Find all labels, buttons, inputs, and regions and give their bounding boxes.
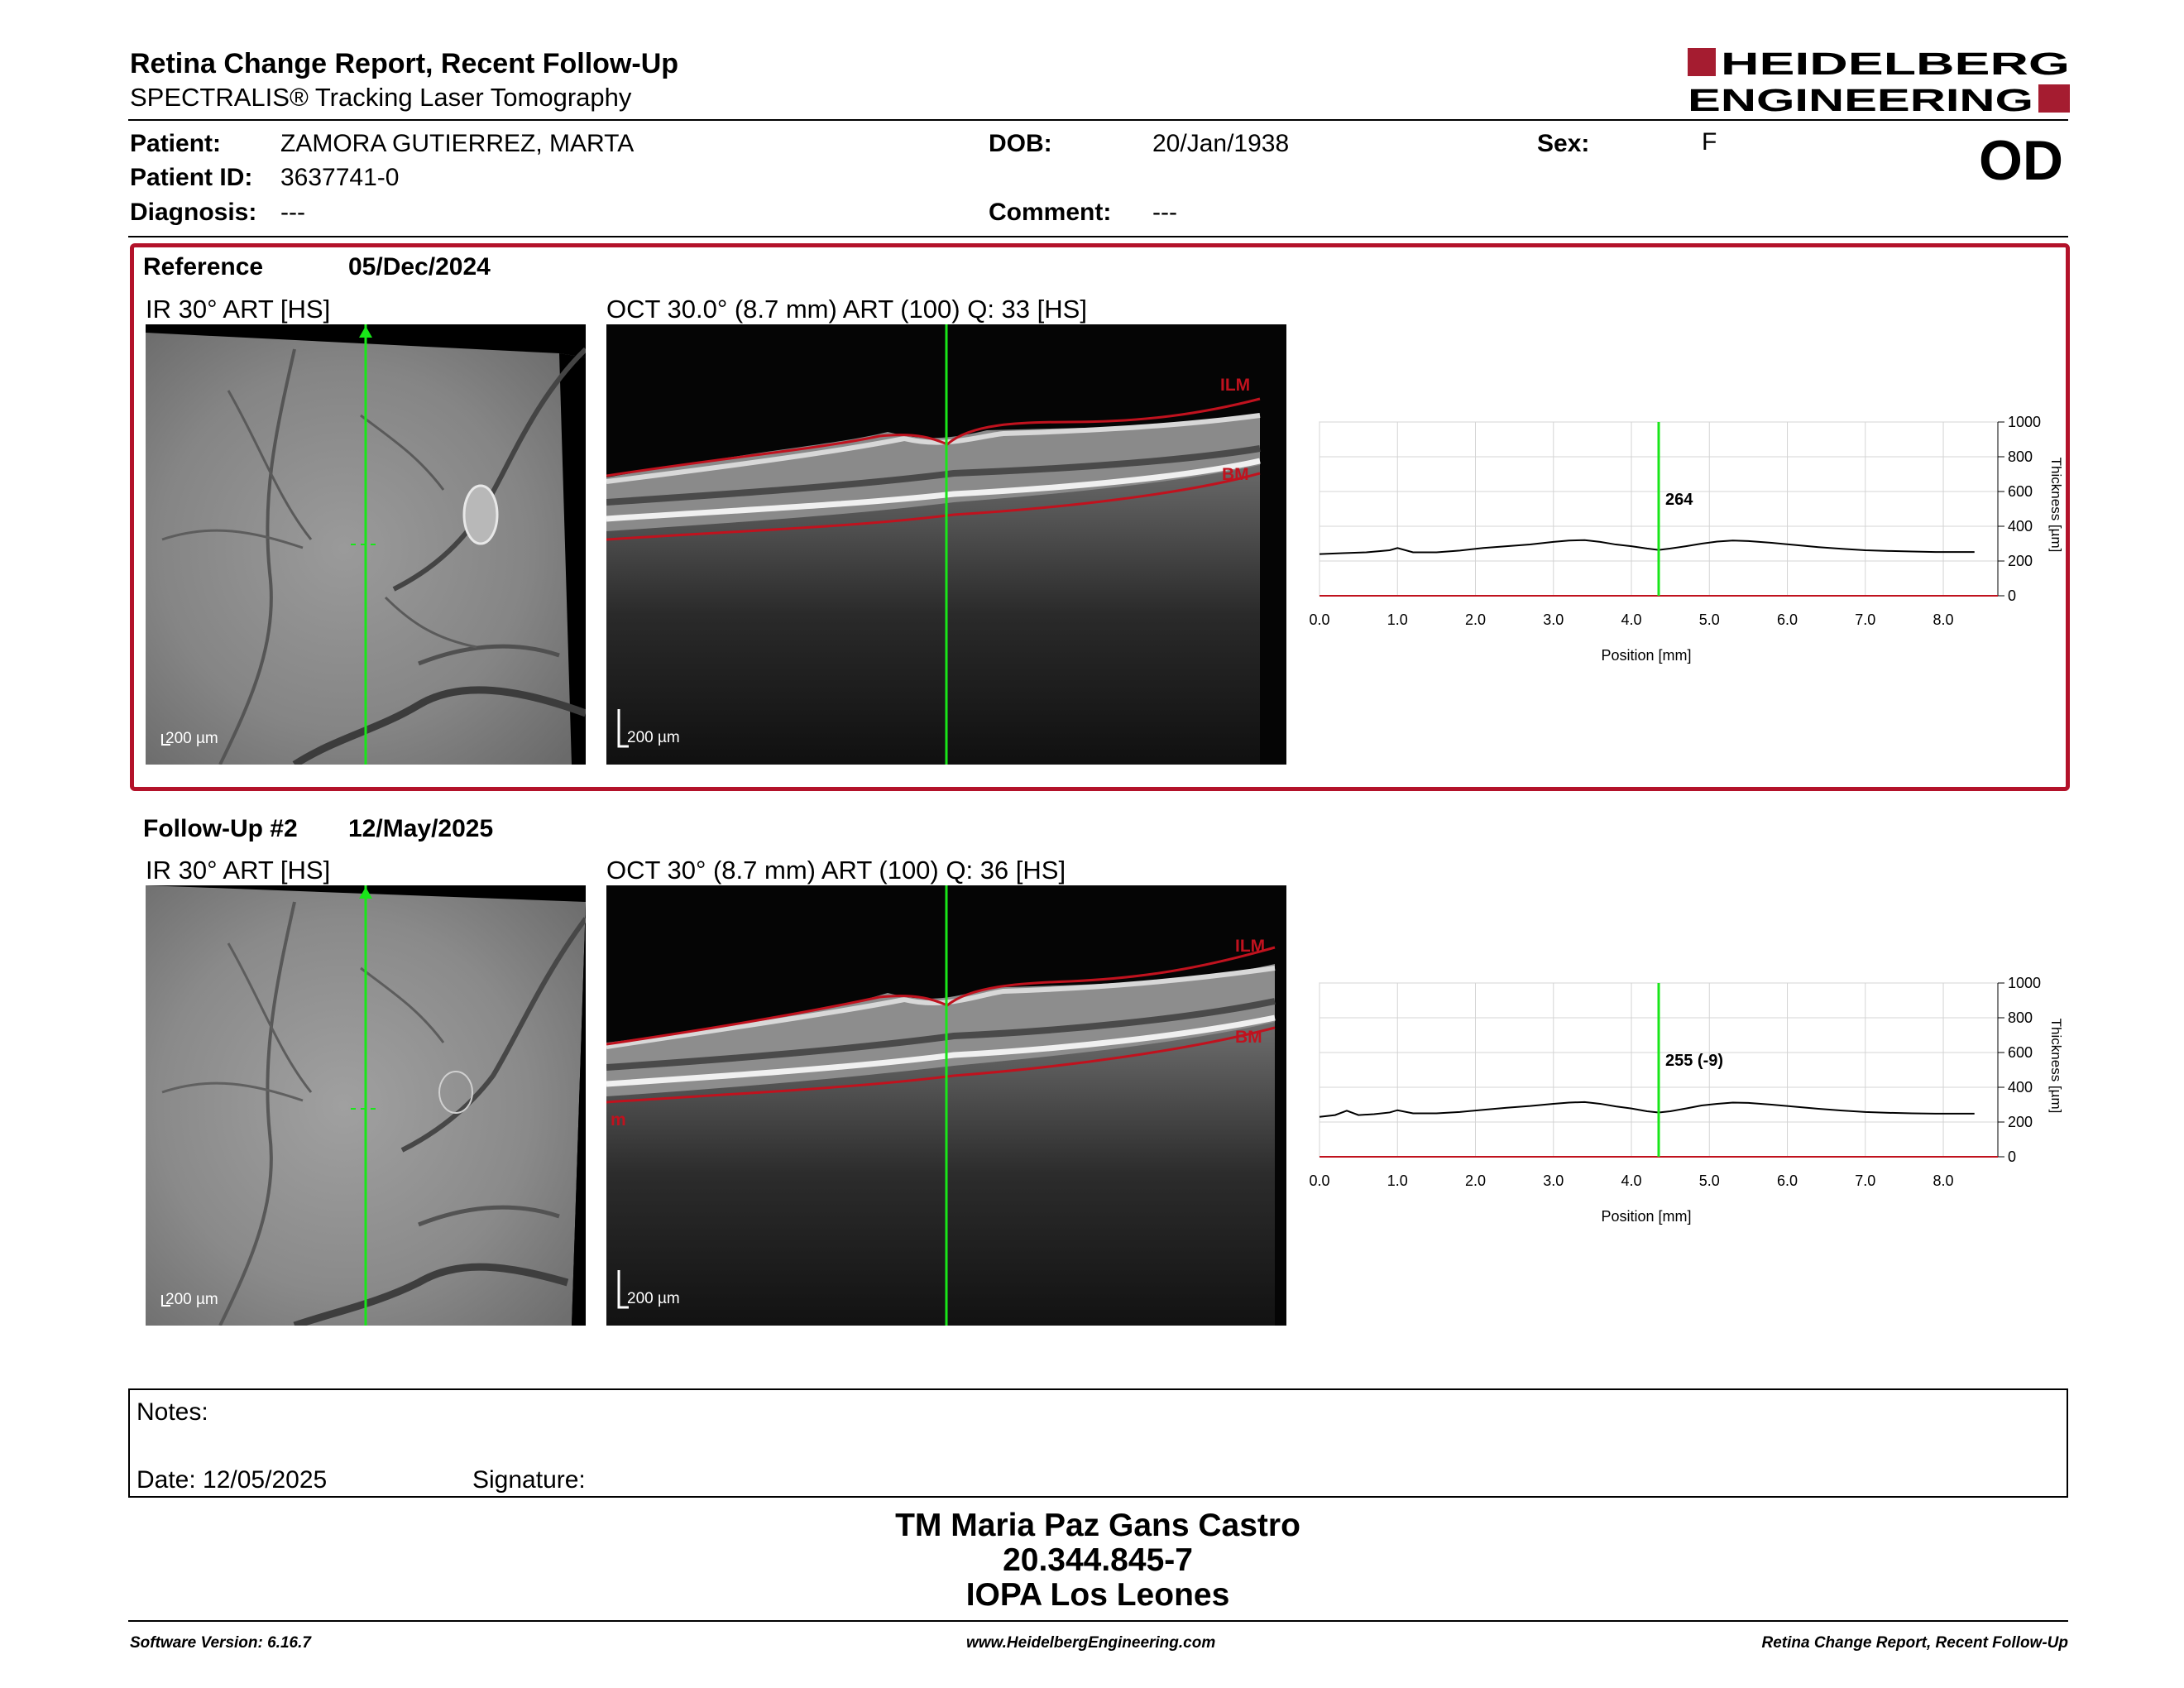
signer-org: IOPA Los Leones: [965, 1577, 1230, 1613]
reference-chart-ytick: 0: [2008, 587, 2016, 604]
reference-chart-ytick: 400: [2008, 518, 2033, 535]
reference-chart-xtick: 3.0: [1543, 611, 1564, 628]
followup-oct-image: ILM BM m 200 µm: [606, 885, 1286, 1326]
report-subtitle: SPECTRALIS® Tracking Laser Tomography: [130, 83, 632, 112]
reference-thickness-chart: 264 0.0 1.0 2.0 3.0 4.0 5.0 6.0 7.0 8.0 0 200 400 60…: [1309, 414, 2064, 664]
followup-chart-xtick: 8.0: [1933, 1172, 1954, 1189]
notes-box[interactable]: [128, 1388, 2068, 1498]
followup-chart-ytick: 400: [2008, 1079, 2033, 1096]
reference-chart-xtick: 6.0: [1777, 611, 1798, 628]
reference-oct-image: ILM BM 200 µm: [606, 324, 1286, 765]
comment-value: ---: [1152, 199, 1177, 226]
comment-label: Comment:: [989, 199, 1112, 226]
logo-line2: ENGINEERING: [1688, 84, 2033, 116]
reference-label: Reference: [143, 253, 264, 281]
logo-line1: HEIDELBERG: [1721, 47, 2070, 82]
diagnosis-label: Diagnosis:: [130, 199, 257, 226]
diagnosis-value: ---: [280, 199, 305, 226]
sex-label: Sex:: [1537, 130, 1590, 157]
reference-chart-xtick: 1.0: [1387, 611, 1408, 628]
followup-chart-xtick: 4.0: [1621, 1172, 1641, 1189]
reference-chart-xtick: 0.0: [1309, 611, 1329, 628]
followup-chart-xtick: 6.0: [1777, 1172, 1798, 1189]
followup-thickness-chart: 255 (-9) 0.0 1.0 2.0 3.0 4.0 5.0 6.0 7.0 8.0 0 200…: [1309, 975, 2064, 1225]
header-rule: [128, 119, 2068, 121]
reference-ilm-label: ILM: [1220, 376, 1250, 395]
website-link[interactable]: www.HeidelbergEngineering.com: [966, 1634, 1216, 1652]
signer-id: 20.344.845-7: [1003, 1542, 1193, 1578]
followup-chart-ylabel: Thickness [µm]: [2048, 1019, 2064, 1114]
reference-thickness-line: [1319, 539, 1975, 555]
followup-chart-ytick: 800: [2008, 1009, 2033, 1026]
reference-chart-xtick: 8.0: [1933, 611, 1954, 628]
reference-chart-ylabel: Thickness [µm]: [2048, 458, 2064, 553]
report-title: Retina Change Report, Recent Follow-Up: [130, 48, 679, 79]
followup-bm-label: BM: [1235, 1028, 1262, 1047]
followup-chart-xtick: 5.0: [1699, 1172, 1720, 1189]
sex-value: F: [1702, 128, 1717, 156]
followup-ir-caption: IR 30° ART [HS]: [146, 856, 331, 885]
dob-value: 20/Jan/1938: [1152, 130, 1290, 157]
followup-ir-image: 200 µm: [146, 885, 586, 1326]
followup-chart-xtick: 7.0: [1855, 1172, 1875, 1189]
patient-id: 3637741-0: [280, 164, 400, 191]
patient-label: Patient:: [130, 130, 222, 157]
followup-chart-ytick: 600: [2008, 1044, 2033, 1061]
followup-ir-scale: 200 µm: [165, 1291, 218, 1308]
dob-label: DOB:: [989, 130, 1052, 157]
followup-oct-scale: 200 µm: [627, 1290, 680, 1307]
heidelberg-logo: HEIDELBERG ENGINEERING: [1688, 47, 2070, 116]
info-rule: [128, 236, 2068, 237]
date-label: Date: 12/05/2025: [136, 1466, 328, 1494]
reference-chart-ytick: 600: [2008, 483, 2033, 500]
followup-chart-xlabel: Position [mm]: [1601, 1208, 1691, 1225]
followup-label: Follow-Up #2: [143, 815, 298, 842]
followup-m-label: m: [611, 1110, 626, 1129]
reference-chart-xtick: 7.0: [1855, 611, 1875, 628]
reference-chart-xtick: 2.0: [1465, 611, 1486, 628]
followup-chart-xtick: 2.0: [1465, 1172, 1486, 1189]
reference-oct-scale: 200 µm: [627, 729, 680, 746]
followup-chart-xtick: 3.0: [1543, 1172, 1564, 1189]
signer-name: TM Maria Paz Gans Castro: [895, 1508, 1300, 1543]
reference-bm-label: BM: [1222, 465, 1249, 484]
reference-chart-xtick: 4.0: [1621, 611, 1641, 628]
reference-date: 05/Dec/2024: [348, 253, 491, 281]
patient-id-label: Patient ID:: [130, 164, 253, 191]
followup-chart-xtick: 1.0: [1387, 1172, 1408, 1189]
followup-chart-ytick: 1000: [2008, 975, 2041, 991]
followup-thickness-line: [1319, 1101, 1975, 1118]
eye-indicator: OD: [1979, 129, 2063, 192]
reference-box: [130, 243, 2070, 791]
followup-oct-caption: OCT 30° (8.7 mm) ART (100) Q: 36 [HS]: [606, 856, 1066, 885]
followup-marker-label: 255 (-9): [1665, 1052, 1723, 1070]
reference-chart-xlabel: Position [mm]: [1601, 647, 1691, 664]
reference-marker-label: 264: [1665, 491, 1693, 509]
reference-ir-image: 200 µm: [146, 324, 586, 765]
signature-label: Signature:: [472, 1466, 586, 1494]
reference-oct-caption: OCT 30.0° (8.7 mm) ART (100) Q: 33 [HS]: [606, 295, 1087, 324]
footer-report-title: Retina Change Report, Recent Follow-Up: [1761, 1634, 2068, 1652]
reference-chart-ytick: 1000: [2008, 414, 2041, 430]
reference-ir-caption: IR 30° ART [HS]: [146, 295, 331, 324]
followup-date: 12/May/2025: [348, 815, 494, 842]
reference-chart-ytick: 800: [2008, 448, 2033, 465]
software-version: Software Version: 6.16.7: [130, 1634, 311, 1652]
reference-ir-scale: 200 µm: [165, 730, 218, 747]
reference-chart-ytick: 200: [2008, 553, 2033, 569]
followup-ilm-label: ILM: [1235, 937, 1265, 956]
followup-chart-ytick: 200: [2008, 1114, 2033, 1130]
footer-rule: [128, 1620, 2068, 1622]
notes-label: Notes:: [136, 1398, 208, 1426]
patient-name: ZAMORA GUTIERREZ, MARTA: [280, 130, 635, 157]
followup-chart-ytick: 0: [2008, 1149, 2016, 1165]
followup-chart-xtick: 0.0: [1309, 1172, 1329, 1189]
reference-chart-xtick: 5.0: [1699, 611, 1720, 628]
